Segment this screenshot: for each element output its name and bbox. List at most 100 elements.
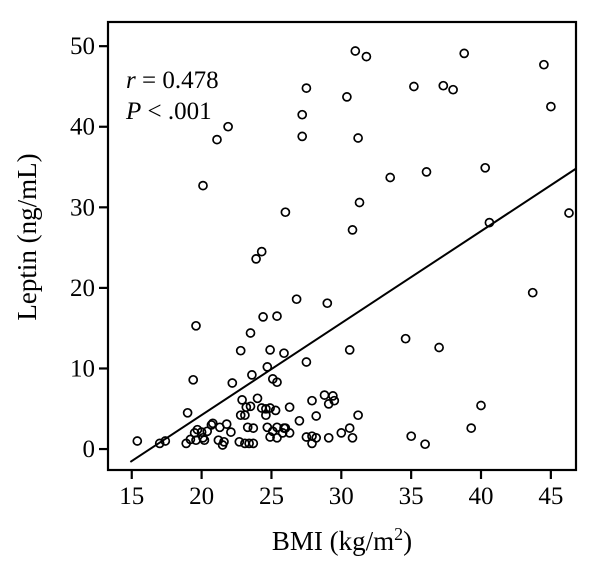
x-tick-label: 30	[329, 483, 354, 510]
data-point	[212, 134, 222, 145]
regression-line-layer	[129, 167, 577, 463]
data-point	[284, 402, 295, 413]
data-point	[154, 438, 165, 449]
data-point	[353, 410, 363, 421]
data-point	[272, 311, 282, 321]
data-point	[438, 80, 449, 91]
data-point	[261, 410, 271, 421]
data-point	[297, 131, 308, 142]
data-point	[272, 432, 282, 443]
data-point	[244, 438, 254, 449]
data-point	[480, 162, 491, 173]
data-point	[353, 133, 363, 143]
data-point	[311, 411, 322, 421]
x-tick-label: 40	[469, 483, 494, 510]
data-point	[354, 197, 365, 208]
data-point	[207, 418, 218, 429]
data-point	[448, 84, 458, 95]
data-point	[400, 333, 411, 344]
x-tick-label: 20	[189, 483, 214, 510]
data-point	[342, 92, 352, 102]
data-point	[323, 432, 334, 443]
x-axis-ticks: 15 20 25 30 35 40 45	[119, 470, 563, 510]
data-point	[226, 427, 236, 437]
x-tick-label: 25	[259, 483, 284, 510]
data-point	[361, 51, 372, 62]
y-tick-label: 40	[70, 114, 95, 141]
data-point	[223, 121, 233, 132]
x-axis-title: BMI (kg/m2)	[272, 524, 412, 556]
data-point	[272, 377, 282, 388]
y-tick-label: 20	[70, 275, 95, 302]
data-point	[199, 435, 210, 446]
data-point	[347, 225, 358, 235]
data-point	[265, 432, 275, 442]
data-point	[192, 424, 203, 435]
data-point	[301, 357, 312, 367]
data-point	[221, 419, 232, 429]
data-point	[350, 46, 361, 56]
data-point	[247, 370, 257, 380]
data-point	[344, 345, 355, 355]
y-tick-label: 0	[83, 436, 96, 463]
data-point	[262, 362, 273, 372]
data-point	[277, 428, 288, 438]
data-point	[406, 431, 417, 442]
data-point	[347, 432, 358, 443]
data-point	[182, 407, 193, 418]
y-tick-label: 50	[70, 33, 95, 60]
scatter-points	[132, 46, 574, 450]
data-point	[279, 423, 289, 433]
data-point	[319, 390, 330, 400]
data-point	[261, 403, 271, 414]
data-point	[217, 440, 228, 450]
data-point	[279, 348, 289, 359]
data-point	[185, 434, 196, 445]
data-point	[198, 180, 208, 191]
data-point	[256, 246, 267, 257]
data-point	[258, 312, 268, 322]
data-point	[539, 59, 549, 70]
data-point	[272, 422, 282, 433]
data-point	[206, 420, 217, 430]
x-tick-label: 35	[399, 483, 424, 510]
x-tick-label: 45	[538, 483, 563, 510]
data-point	[265, 403, 275, 413]
data-point	[307, 395, 317, 406]
data-point	[248, 423, 259, 433]
data-point	[235, 345, 246, 356]
data-point	[227, 378, 238, 388]
data-point	[307, 438, 317, 449]
data-point	[188, 374, 199, 385]
data-point	[484, 217, 495, 228]
data-point	[237, 395, 247, 405]
data-point	[191, 320, 201, 331]
data-point	[301, 83, 312, 93]
data-point	[242, 422, 253, 433]
stat-annotation-p: P < .001	[125, 98, 212, 125]
data-point	[234, 436, 245, 447]
data-point	[466, 423, 477, 433]
data-point	[251, 254, 261, 264]
data-point	[297, 109, 308, 120]
y-axis-title: Leptin (ng/mL)	[12, 153, 42, 320]
y-tick-label: 30	[70, 194, 95, 221]
data-point	[284, 428, 295, 438]
data-point	[235, 410, 246, 421]
data-point	[527, 287, 538, 298]
y-axis-ticks: 0 10 20 30 40 50	[70, 33, 108, 463]
data-point	[420, 439, 430, 450]
data-point	[344, 423, 355, 433]
data-point	[301, 432, 312, 442]
data-point	[322, 298, 333, 309]
data-point	[280, 207, 291, 218]
data-point	[252, 393, 263, 404]
regression-line	[129, 167, 577, 463]
y-tick-label: 10	[70, 355, 95, 382]
x-tick-label: 15	[119, 483, 144, 510]
data-point	[385, 172, 396, 183]
data-point	[421, 167, 432, 177]
data-point	[476, 400, 486, 411]
data-point	[323, 399, 334, 409]
